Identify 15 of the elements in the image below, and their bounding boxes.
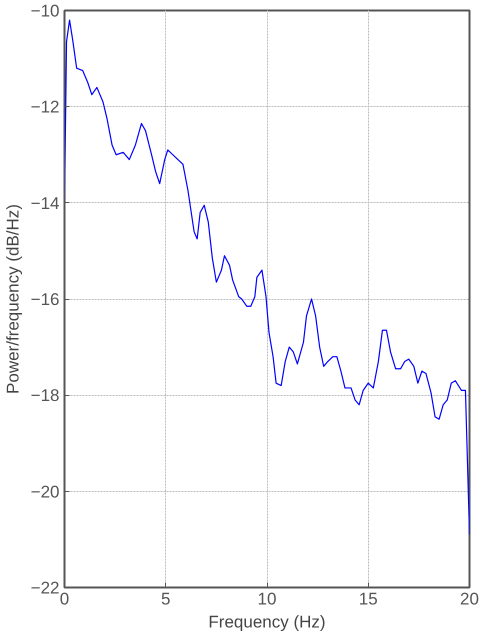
y-tick-label: −10: [30, 2, 60, 20]
y-axis-title: Power/frequency (dB/Hz): [4, 204, 23, 394]
line-series: [64, 20, 470, 536]
x-tick-label: 20: [460, 590, 479, 608]
y-tick-label: −16: [30, 290, 60, 309]
y-tick-label: −18: [30, 386, 60, 406]
x-tick-label: 10: [258, 590, 276, 608]
x-axis-title: Frequency (Hz): [208, 612, 326, 632]
x-tick-label: 0: [60, 590, 70, 608]
x-tick-label: 15: [358, 590, 378, 608]
y-tick-label: −20: [30, 482, 60, 502]
x-tick-label: 5: [161, 590, 170, 608]
y-tick-label: −22: [30, 578, 60, 598]
y-tick-label: −12: [30, 98, 60, 117]
y-tick-label: −14: [30, 194, 60, 213]
